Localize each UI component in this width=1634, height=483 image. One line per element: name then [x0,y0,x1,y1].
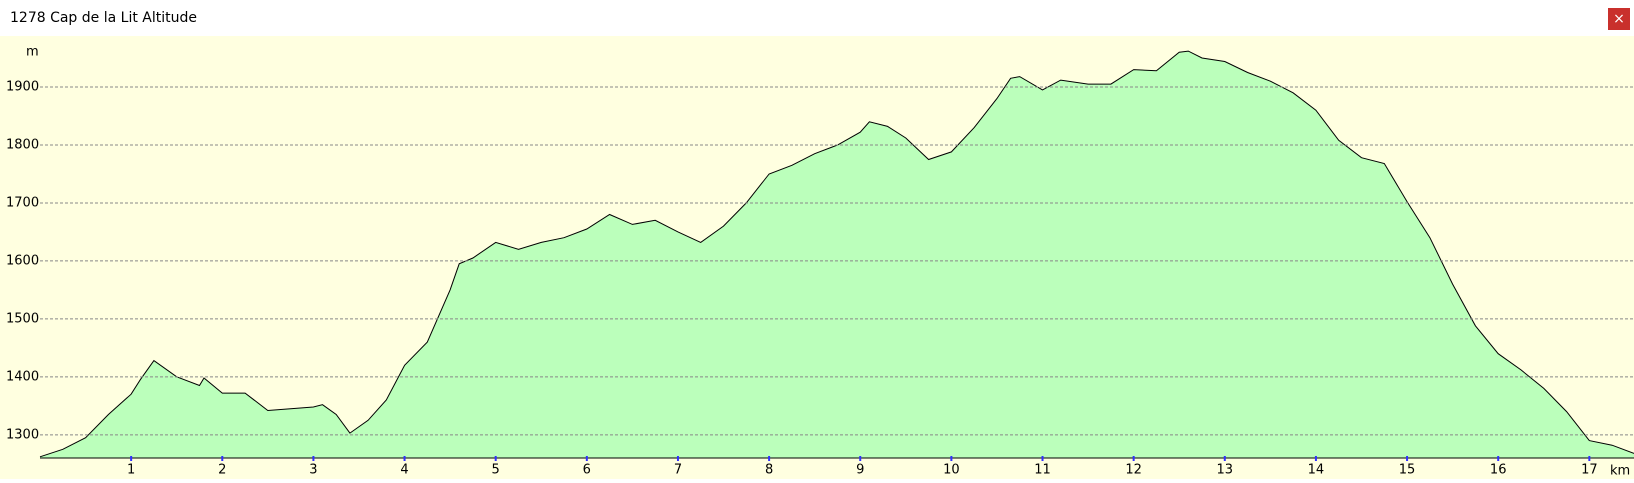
y-tick-label: 1800 [6,137,39,152]
profile-line [39,50,1634,458]
y-tick-label: 1900 [6,80,39,95]
y-tick-label: 1400 [6,369,39,384]
x-tick-label: 16 [1490,463,1507,478]
title-bar [0,0,1634,36]
x-tick-label: 12 [1125,463,1142,478]
x-axis-label: km [1610,464,1630,479]
x-tick-label: 4 [400,463,408,478]
x-tick-label: 1 [127,463,135,478]
x-tick-label: 7 [674,463,682,478]
y-tick-label: 1300 [6,427,39,442]
close-button[interactable] [1608,8,1630,30]
x-tick-label: 15 [1399,463,1416,478]
x-tick-label: 10 [943,463,960,478]
y-axis-label: m [26,45,39,60]
y-tick-label: 1700 [6,195,39,210]
y-tick-label: 1600 [6,253,39,268]
x-tick-label: 14 [1308,463,1325,478]
x-tick-label: 17 [1581,463,1598,478]
x-tick-label: 11 [1034,463,1051,478]
x-tick-label: 8 [765,463,773,478]
area [40,51,1634,458]
close-icon[interactable]: × [1613,11,1625,27]
x-tick-label: 2 [218,463,226,478]
window-title: 1278 Cap de la Lit Altitude [10,10,197,26]
y-tick-label: 1500 [6,311,39,326]
x-tick-label: 3 [309,463,317,478]
x-tick-label: 5 [492,463,500,478]
x-tick-label: 13 [1217,463,1234,478]
x-tick-label: 6 [583,463,591,478]
x-tick-label: 9 [856,463,864,478]
